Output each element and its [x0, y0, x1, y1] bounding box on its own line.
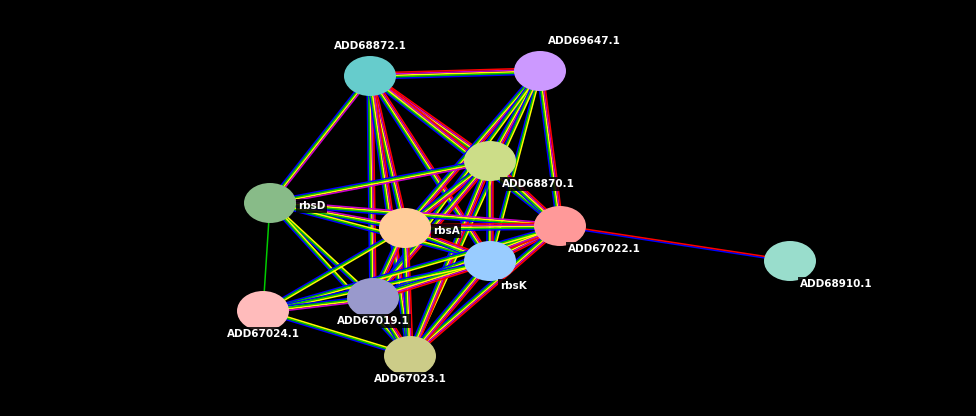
Text: rbsA: rbsA: [433, 226, 460, 236]
Ellipse shape: [244, 183, 296, 223]
Text: ADD67023.1: ADD67023.1: [374, 374, 446, 384]
Ellipse shape: [379, 208, 431, 248]
Text: ADD67019.1: ADD67019.1: [337, 316, 409, 326]
Text: ADD69647.1: ADD69647.1: [548, 36, 621, 46]
Text: ADD68872.1: ADD68872.1: [334, 41, 406, 51]
Ellipse shape: [344, 56, 396, 96]
Ellipse shape: [384, 336, 436, 376]
Ellipse shape: [534, 206, 586, 246]
Text: ADD68910.1: ADD68910.1: [800, 279, 873, 289]
Text: ADD68870.1: ADD68870.1: [502, 179, 575, 189]
Ellipse shape: [237, 291, 289, 331]
Ellipse shape: [464, 241, 516, 281]
Ellipse shape: [464, 141, 516, 181]
Text: rbsK: rbsK: [500, 281, 527, 291]
Text: ADD67022.1: ADD67022.1: [568, 244, 641, 254]
Ellipse shape: [514, 51, 566, 91]
Text: rbsD: rbsD: [298, 201, 325, 211]
Ellipse shape: [347, 278, 399, 318]
Ellipse shape: [764, 241, 816, 281]
Text: ADD67024.1: ADD67024.1: [226, 329, 300, 339]
